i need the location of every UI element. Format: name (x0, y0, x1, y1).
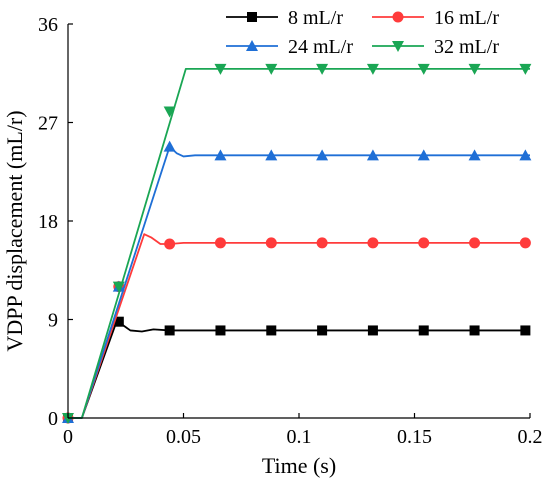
data-point (366, 149, 379, 161)
data-point (266, 325, 277, 336)
legend-marker (392, 41, 404, 52)
y-tick-label: 9 (48, 310, 58, 332)
series-4 (62, 63, 532, 424)
data-point (316, 237, 328, 249)
y-tick-label: 36 (38, 14, 58, 36)
data-point (417, 149, 430, 161)
data-point (265, 237, 277, 249)
axes (67, 24, 530, 419)
data-point (519, 149, 532, 161)
y-tick-label: 0 (48, 408, 58, 430)
data-point (418, 325, 429, 336)
data-point (519, 63, 532, 75)
data-point (164, 325, 175, 336)
series-line (68, 320, 530, 419)
data-point (418, 237, 430, 249)
data-point (367, 325, 378, 336)
data-point (468, 149, 481, 161)
x-axis-title: Time (s) (262, 453, 336, 478)
series-3 (62, 140, 532, 423)
data-point (366, 63, 379, 75)
data-point (316, 63, 329, 75)
x-tick-label: 0.05 (166, 426, 201, 448)
x-tick-label: 0 (63, 426, 73, 448)
x-tick-label: 0.1 (287, 426, 312, 448)
data-point (113, 316, 124, 327)
legend-label: 16 mL/r (434, 7, 499, 29)
data-point (214, 237, 226, 249)
legend: 8 mL/r 16 mL/r 24 mL/r 32 mL/r (226, 7, 499, 58)
data-point (112, 281, 125, 293)
legend-marker (392, 11, 404, 23)
legend-item: 24 mL/r (226, 36, 353, 58)
data-point (214, 63, 227, 75)
data-point (469, 325, 480, 336)
data-point (164, 238, 176, 250)
data-point (163, 140, 176, 152)
legend-item: 8 mL/r (226, 7, 343, 29)
legend-label: 24 mL/r (288, 36, 353, 58)
series-1 (63, 316, 531, 423)
data-point (215, 325, 226, 336)
data-point (520, 325, 531, 336)
legend-label: 8 mL/r (288, 7, 343, 29)
series-line (68, 233, 530, 419)
y-tick-label: 18 (38, 211, 58, 233)
data-point (163, 106, 176, 118)
data-point (214, 149, 227, 161)
legend-marker (247, 12, 257, 22)
ticks: 0 0.05 0.1 0.15 0.2 0 9 18 27 36 (38, 14, 543, 448)
data-point (265, 149, 278, 161)
y-axis-title: VDPP displacement (mL/r) (2, 110, 27, 351)
legend-marker (246, 40, 258, 51)
data-point (468, 63, 481, 75)
data-point (469, 237, 481, 249)
y-tick-label: 27 (38, 113, 58, 135)
plot-area (62, 63, 532, 424)
x-tick-label: 0.2 (518, 426, 543, 448)
data-point (317, 325, 328, 336)
legend-label: 32 mL/r (434, 36, 499, 58)
legend-item: 16 mL/r (372, 7, 499, 29)
series-line (68, 145, 530, 419)
data-point (367, 237, 379, 249)
data-point (519, 237, 531, 249)
data-point (417, 63, 430, 75)
legend-item: 32 mL/r (372, 36, 499, 58)
data-point (316, 149, 329, 161)
x-tick-label: 0.15 (397, 426, 432, 448)
data-point (265, 63, 278, 75)
